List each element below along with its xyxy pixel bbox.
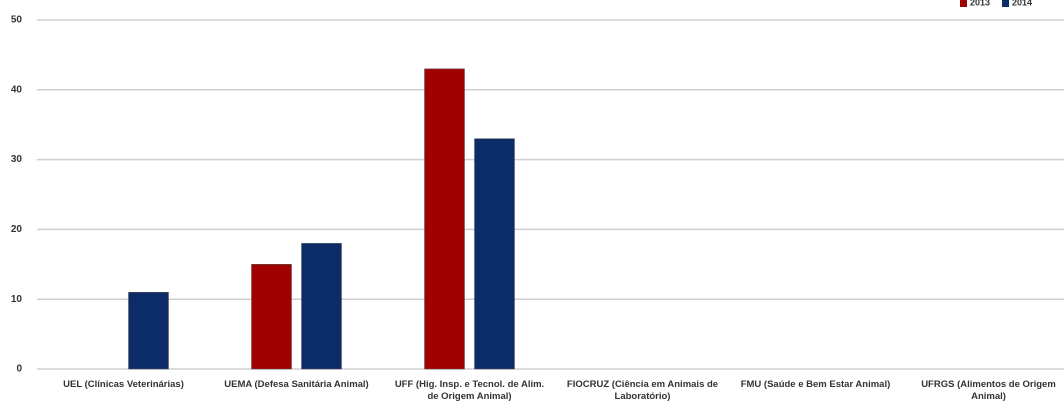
legend-swatch xyxy=(960,0,967,7)
bar xyxy=(474,138,515,370)
y-tick-label: 0 xyxy=(16,364,22,375)
bar xyxy=(128,291,169,370)
x-tick-label: UEL (Clínicas Veterinárias) xyxy=(63,379,184,390)
y-tick-label: 20 xyxy=(11,224,23,235)
y-tick-label: 30 xyxy=(11,154,23,165)
y-tick-label: 40 xyxy=(11,84,23,95)
bar xyxy=(251,264,292,370)
x-tick-label: FIOCRUZ (Ciência em Animais de Laboratór… xyxy=(566,379,719,402)
legend-label: 2013 xyxy=(970,0,990,7)
x-tick-label: UEMA (Defesa Sanitária Animal) xyxy=(224,379,369,390)
y-tick-label: 50 xyxy=(11,15,23,26)
bar xyxy=(301,243,342,370)
bar xyxy=(424,68,465,370)
y-tick-label: 10 xyxy=(11,294,23,305)
x-tick-label: UFF (Hig. Insp. e Tecnol. de Alim. de Or… xyxy=(394,379,545,402)
x-tick-label: FMU (Saúde e Bem Estar Animal) xyxy=(740,379,891,390)
legend-swatch xyxy=(1002,0,1009,7)
legend-label: 2014 xyxy=(1012,0,1032,7)
x-tick-label: UFRGS (Alimentos de Origem Animal) xyxy=(921,379,1056,402)
